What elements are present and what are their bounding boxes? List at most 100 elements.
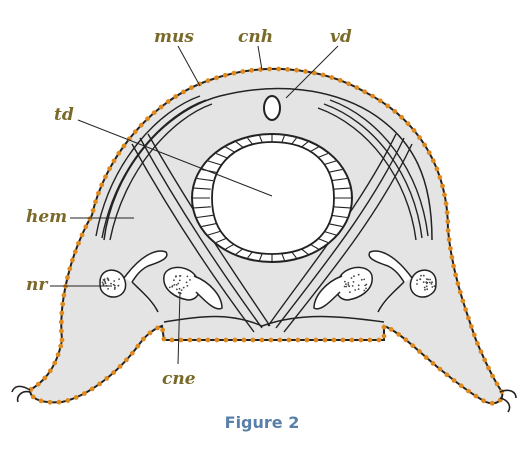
cuticle-dot [460, 298, 466, 304]
cuticle-dot [111, 158, 117, 164]
cuticle-dot [473, 393, 479, 399]
cuticle-dot [458, 383, 464, 389]
stipple-dot [118, 278, 120, 280]
cuticle-dot [222, 72, 228, 78]
epithelial-cell-wall [333, 187, 351, 190]
cuticle-dot [370, 93, 375, 99]
cuticle-dot [178, 337, 184, 343]
stipple-dot [348, 285, 351, 288]
cuticle-dot [376, 337, 382, 343]
cuticle-dot [82, 391, 87, 396]
stipple-dot [180, 289, 183, 291]
cuticle-dot [466, 388, 471, 394]
left-claw [11, 385, 31, 403]
cuticle-dot [268, 337, 274, 343]
cuticle-dot [367, 337, 373, 343]
cuticle-dot [72, 249, 78, 255]
cuticle-dot [214, 337, 220, 343]
cuticle-dot [205, 78, 211, 84]
stipple-dot [431, 286, 434, 288]
cuticle-dot [240, 69, 246, 74]
cuticle-dot [145, 116, 151, 122]
cuticle-dot [76, 240, 81, 246]
cuticle-dot [55, 352, 61, 358]
cuticle-dot [475, 341, 480, 346]
cuticle-dot [451, 263, 456, 269]
epithelial-cell-wall [207, 230, 222, 236]
cuticle-dot [90, 208, 96, 213]
cuticle-dot [445, 219, 451, 224]
leader-lines [50, 45, 339, 365]
cuticle-dot [392, 109, 398, 114]
cuticle-dot [61, 292, 67, 298]
cuticle-dot [349, 337, 355, 343]
stipple-dot [429, 281, 431, 284]
stipple-dot [175, 284, 178, 286]
stipple-dot [178, 287, 181, 290]
cuticle-dot [304, 337, 310, 343]
cuticle-dot [481, 398, 486, 404]
cuticle-dot [463, 307, 468, 312]
cuticle-dot [295, 337, 301, 343]
cuticle-dot [411, 127, 417, 133]
stipple-dot [363, 289, 366, 292]
cuticle-dot [322, 337, 328, 343]
stipple-dot [430, 283, 433, 285]
cuticle-dot [489, 400, 495, 406]
cuticle-dot [196, 337, 202, 343]
cuticle-dot [358, 337, 364, 343]
cuticle-dot [30, 394, 36, 400]
cuticle-dot [403, 337, 409, 343]
cuticle-dot [329, 75, 335, 80]
figure-caption: Figure 2 [225, 413, 300, 432]
stipple-dot [175, 275, 177, 277]
cuticle-dot [468, 324, 474, 329]
epithelial-cell-wall [281, 135, 285, 143]
stipple-dot [343, 285, 346, 288]
cuticle-dot [173, 94, 179, 99]
cuticle-dot [132, 129, 138, 135]
cuticle-dot [417, 349, 422, 354]
cuticle-dot [121, 143, 127, 149]
epithelial-cell-wall [330, 214, 348, 219]
cuticle-dot [47, 368, 53, 374]
digestive-lumen [211, 141, 335, 255]
cuticle-dots [28, 66, 505, 406]
stipple-dot [114, 286, 116, 289]
cuticle-dot [311, 70, 317, 76]
cuticle-dot [58, 343, 64, 349]
stipple-dot [177, 291, 180, 294]
cuticle-dot [189, 85, 194, 91]
cuticle-dot [471, 332, 477, 338]
cuticle-dot [158, 104, 164, 110]
cuticle-dot [47, 399, 53, 405]
cuticle-dot [426, 150, 432, 156]
cuticle-dot [430, 361, 436, 366]
stipple-dot [353, 275, 355, 278]
stipple-dot [426, 278, 428, 280]
label-vd: vd [330, 27, 352, 47]
cuticle-dot [303, 69, 308, 74]
cuticle-dot [482, 357, 488, 363]
stipple-dot [365, 287, 367, 290]
cuticle-dot [434, 166, 440, 172]
cuticle-dot [320, 72, 326, 78]
stipple-dot [173, 279, 175, 282]
cuticle-dot [313, 337, 319, 343]
cuticle-dot [232, 337, 238, 343]
stipple-dot [344, 280, 346, 283]
stipple-dot [189, 279, 191, 281]
stipple-dot [420, 274, 422, 277]
cuticle-dot [160, 327, 166, 333]
cuticle-dot [445, 228, 451, 233]
cuticle-dot [399, 114, 404, 120]
cuticle-dot [155, 325, 160, 331]
cuticle-dot [486, 365, 491, 371]
stipple-dot [117, 284, 120, 287]
cuticle-dot [214, 75, 219, 81]
epithelial-cell-wall [259, 135, 263, 143]
stipple-dot [345, 285, 348, 288]
stipple-dot [178, 279, 181, 282]
cuticle-dot [103, 174, 108, 180]
